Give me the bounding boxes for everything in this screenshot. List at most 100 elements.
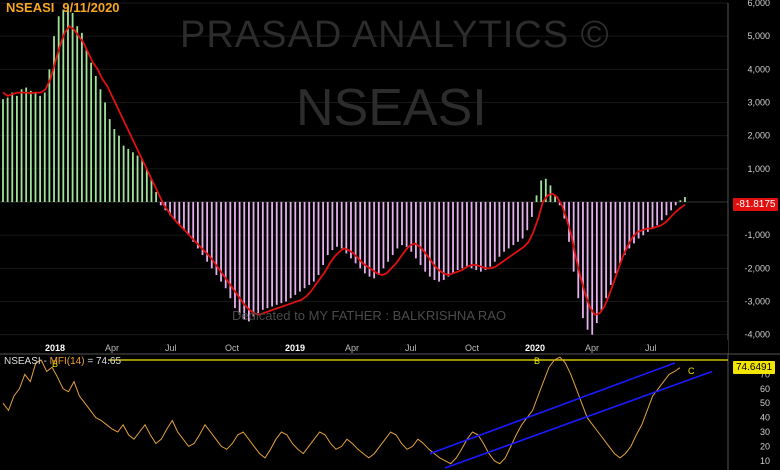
histogram-bar <box>192 202 195 242</box>
mfi-tick-label: 30 <box>760 427 770 437</box>
histogram-bar <box>317 202 320 275</box>
histogram-bar <box>498 202 501 257</box>
histogram-bar <box>322 202 325 266</box>
histogram-bar <box>456 202 459 271</box>
histogram-bar <box>391 202 394 256</box>
y-tick-label: 6,000 <box>747 0 770 8</box>
chart-date: 9/11/2020 <box>62 0 120 15</box>
signal-line-path <box>2 24 686 316</box>
histogram-bar <box>410 202 413 252</box>
histogram-bar <box>452 202 454 274</box>
histogram-bar <box>29 90 32 203</box>
histogram-bar <box>568 202 570 242</box>
channel-lower-line <box>444 370 713 469</box>
channel-upper-line <box>429 362 676 455</box>
histogram-bar <box>600 202 603 312</box>
histogram-bar <box>34 92 37 203</box>
histogram-bar <box>150 178 153 203</box>
mfi-tick-label: 70 <box>760 369 770 379</box>
wave-annotation: B <box>534 356 540 366</box>
histogram-bar <box>2 99 4 203</box>
histogram-bar <box>493 202 496 262</box>
histogram-bar <box>94 75 97 203</box>
histogram-bar <box>53 36 55 203</box>
histogram-bar <box>99 89 102 203</box>
histogram-bar <box>331 202 334 251</box>
histogram-bar <box>633 202 635 244</box>
histogram-bar <box>363 202 366 274</box>
histogram-bar <box>178 202 181 226</box>
histogram-bar <box>257 202 260 314</box>
mfi-tick-label: 10 <box>760 456 770 466</box>
histogram-bar <box>651 202 654 229</box>
histogram-bar <box>108 119 111 203</box>
indicator-mfi-name: MFI(14) <box>49 356 85 367</box>
histogram-bar <box>368 202 371 277</box>
histogram-bar <box>530 202 533 217</box>
histogram-bar <box>354 202 357 264</box>
histogram-bar <box>377 202 380 275</box>
histogram-bar <box>80 32 83 203</box>
histogram-bar <box>373 202 376 279</box>
histogram-bars <box>2 6 686 335</box>
histogram-bar <box>136 155 139 203</box>
histogram-bar <box>382 202 385 269</box>
histogram-bar <box>554 195 556 203</box>
histogram-bar <box>642 202 645 236</box>
histogram-bar <box>303 202 306 289</box>
x-tick-label: 2020 <box>525 343 545 353</box>
histogram-bar <box>350 202 352 259</box>
histogram-bar <box>405 202 408 247</box>
histogram-bar <box>280 202 283 304</box>
x-tick-label: Jul <box>165 343 177 353</box>
histogram-bar <box>336 202 338 247</box>
histogram-bar <box>605 202 608 299</box>
histogram-bar <box>294 202 297 295</box>
histogram-bar <box>312 202 315 282</box>
histogram-bar <box>419 202 422 266</box>
mfi-last-value-tag: 74.6491 <box>733 361 776 374</box>
histogram-bar <box>243 202 246 320</box>
histogram-bar <box>20 89 23 203</box>
histogram-bar <box>6 97 9 203</box>
histogram-bar <box>261 202 264 310</box>
histogram-bar <box>679 200 682 203</box>
histogram-bar <box>591 202 594 335</box>
histogram-bar <box>646 202 649 232</box>
y-tick-label: -3,000 <box>744 297 770 307</box>
histogram-bar <box>619 202 621 264</box>
histogram-bar <box>387 202 389 262</box>
chart-title: NSEASI 9/11/2020 <box>6 0 128 15</box>
histogram-bar <box>660 202 663 221</box>
histogram-bar <box>442 202 445 280</box>
mfi-tick-label: 40 <box>760 413 770 423</box>
y-tick-label: -1,000 <box>744 230 770 240</box>
histogram-bar <box>155 192 158 203</box>
histogram-bar <box>252 202 255 317</box>
right-axis: 6,0005,0004,0003,0002,0001,0000-1,000-2,… <box>727 0 770 470</box>
histogram-bar <box>484 202 487 271</box>
watermark-brand: PRASAD ANALYTICS © <box>180 14 610 56</box>
histogram-bar <box>609 202 612 285</box>
x-tick-label: Oct <box>465 343 480 353</box>
histogram-bar <box>623 202 626 256</box>
histogram-bar <box>470 202 473 269</box>
histogram-bar <box>206 202 209 262</box>
histogram-bar <box>113 129 116 203</box>
histogram-bar <box>582 202 584 319</box>
histogram-bar <box>127 148 130 203</box>
histogram-bar <box>196 202 199 249</box>
histogram-bar <box>299 202 301 292</box>
wave-annotation: B <box>52 359 58 369</box>
x-tick-label: Apr <box>345 343 359 353</box>
mfi-tick-label: 60 <box>760 384 770 394</box>
histogram-bar <box>145 168 148 203</box>
histogram-bar <box>479 202 482 272</box>
histogram-bar <box>62 9 65 203</box>
histogram-bar <box>67 6 69 203</box>
histogram-bar <box>526 202 529 231</box>
histogram-bar <box>466 202 468 267</box>
histogram-bar <box>210 202 213 269</box>
histogram-bar <box>447 202 450 277</box>
